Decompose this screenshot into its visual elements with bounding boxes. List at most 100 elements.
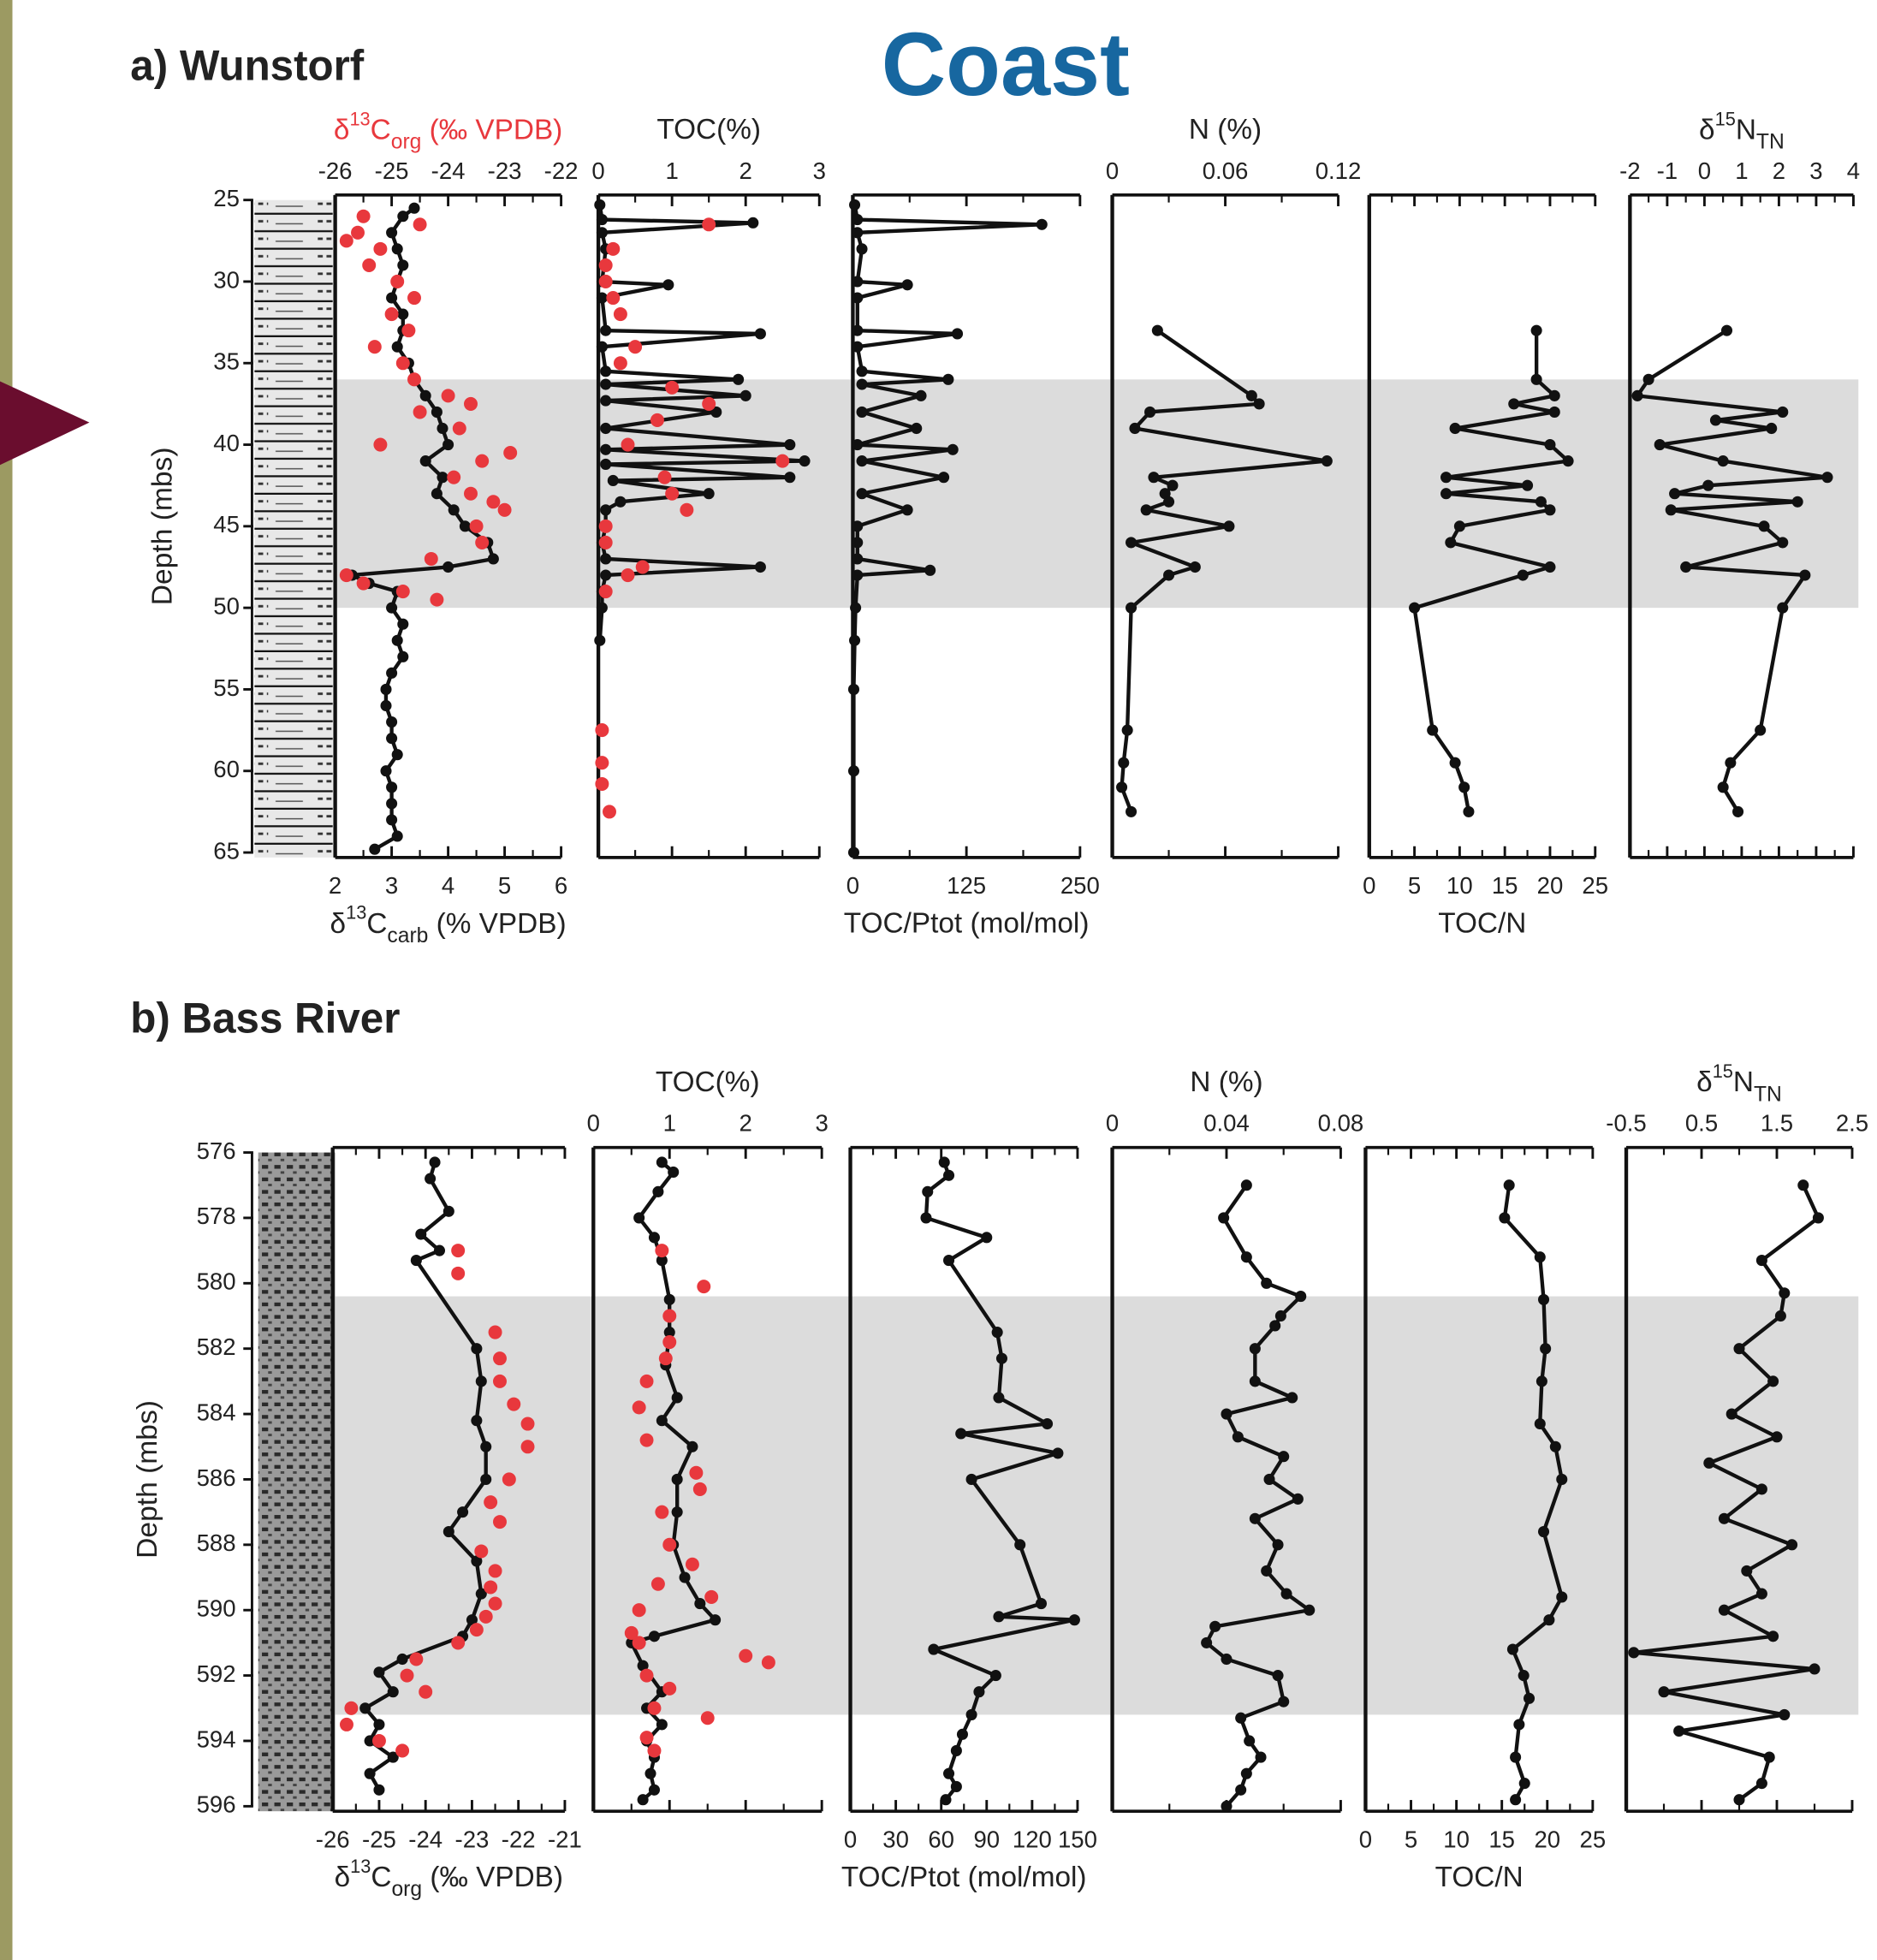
profile-point [466,1614,478,1626]
label-part: 13 [349,109,370,130]
x-tick-label: 3 [1809,157,1822,184]
profile-point [943,1767,955,1779]
sample-point [356,209,371,223]
profile-point [943,1169,955,1181]
label-part: C [371,1862,391,1893]
sample-point [606,241,621,256]
profile-point [425,1173,437,1185]
profile-point [397,259,409,271]
x-tick-label: 5 [498,872,511,899]
profile-point [679,1571,691,1583]
y-tick-label: 596 [197,1791,236,1818]
sample-point [441,389,455,403]
sample-point [339,567,353,583]
sample-point [632,1636,646,1650]
profile-point [380,699,392,712]
profile-point [648,1630,660,1642]
profile-point [1799,569,1811,581]
sample-point [598,585,613,599]
label-part: org [391,1878,422,1901]
profile-point [1189,561,1201,573]
profile-point [1232,1431,1244,1443]
x-tick-label: 25 [1580,1826,1607,1852]
profile-point [993,1392,1005,1404]
profile-point [1726,1408,1737,1420]
x-tick-label: 120 [1013,1826,1052,1852]
profile-point [1777,537,1789,549]
sample-point [413,405,427,419]
sample-point [621,567,635,583]
profile-point [1673,1725,1685,1737]
label-part: 15 [1713,1060,1733,1082]
profile-point [733,373,745,385]
profile-point [1409,602,1421,614]
sample-point [469,1623,484,1637]
profile-point [1042,1417,1054,1430]
profile-point [1201,1636,1213,1648]
profile-point [1702,479,1714,491]
profile-point [1321,455,1333,467]
y-tick-label: 45 [213,511,240,538]
profile-point [397,618,409,630]
y-tick-label: 584 [197,1399,236,1425]
profile-point [1503,1179,1515,1191]
axis-label: δ13Ccarb (% VPDB) [330,902,567,947]
profile-point [1767,1375,1779,1387]
label-part: N [1736,114,1756,146]
profile-point [1263,1473,1275,1486]
profile-point [1518,1778,1530,1790]
profile-point [671,1473,683,1486]
x-tick-label: -22 [544,157,579,184]
sample-point [632,1400,646,1415]
profile-point [943,1255,955,1267]
sample-point [647,1701,662,1715]
label-part: (‰ VPDB) [422,1862,563,1893]
x-tick-label: -22 [502,1826,536,1852]
profile-point [373,1666,385,1678]
profile-point [1052,1447,1064,1459]
profile-point [415,1228,427,1240]
profile-point [600,569,612,581]
profile-point [386,227,398,239]
profile-point [847,765,860,777]
profile-point [1221,1800,1233,1812]
x-tick-label: 2 [329,872,342,899]
profile-point [397,650,409,662]
axis-label: TOC/Ptot (mol/mol) [844,908,1090,940]
label-part: N [1733,1066,1754,1098]
profile-point [1779,1287,1791,1299]
profile-point [1163,496,1175,508]
x-tick-label: 250 [1060,872,1100,899]
profile-point [1244,1735,1256,1747]
sample-point [639,1374,654,1388]
profile-point [1538,1525,1550,1538]
y-tick-label: 65 [213,837,240,864]
profile-point [754,328,766,340]
sample-point [373,241,388,256]
axis-label: δ15NTN [1699,109,1785,154]
profile-point [671,1392,683,1404]
highlight-band [332,1296,1859,1715]
profile-point [1767,1630,1779,1642]
sample-point [475,454,490,468]
profile-point [1272,1539,1284,1551]
x-tick-label: 2 [1773,157,1785,184]
sample-point [657,470,672,484]
profile-point [596,602,608,614]
x-tick-label: 1.5 [1761,1110,1793,1137]
profile-point [648,1232,660,1244]
sample-point [621,437,635,452]
sample-point [613,307,627,322]
x-tick-label: 0 [587,1110,600,1137]
profile-point [1126,602,1137,614]
sample-point [639,1731,654,1745]
profile-point [671,1506,683,1518]
profile-point [1766,422,1778,435]
sample-point [424,551,438,567]
profile-point [1036,218,1048,230]
label-part: δ [1699,114,1715,146]
profile-point [633,1212,645,1224]
sample-point [401,324,416,338]
profile-point [1506,1643,1518,1655]
profile-point [1116,781,1128,793]
